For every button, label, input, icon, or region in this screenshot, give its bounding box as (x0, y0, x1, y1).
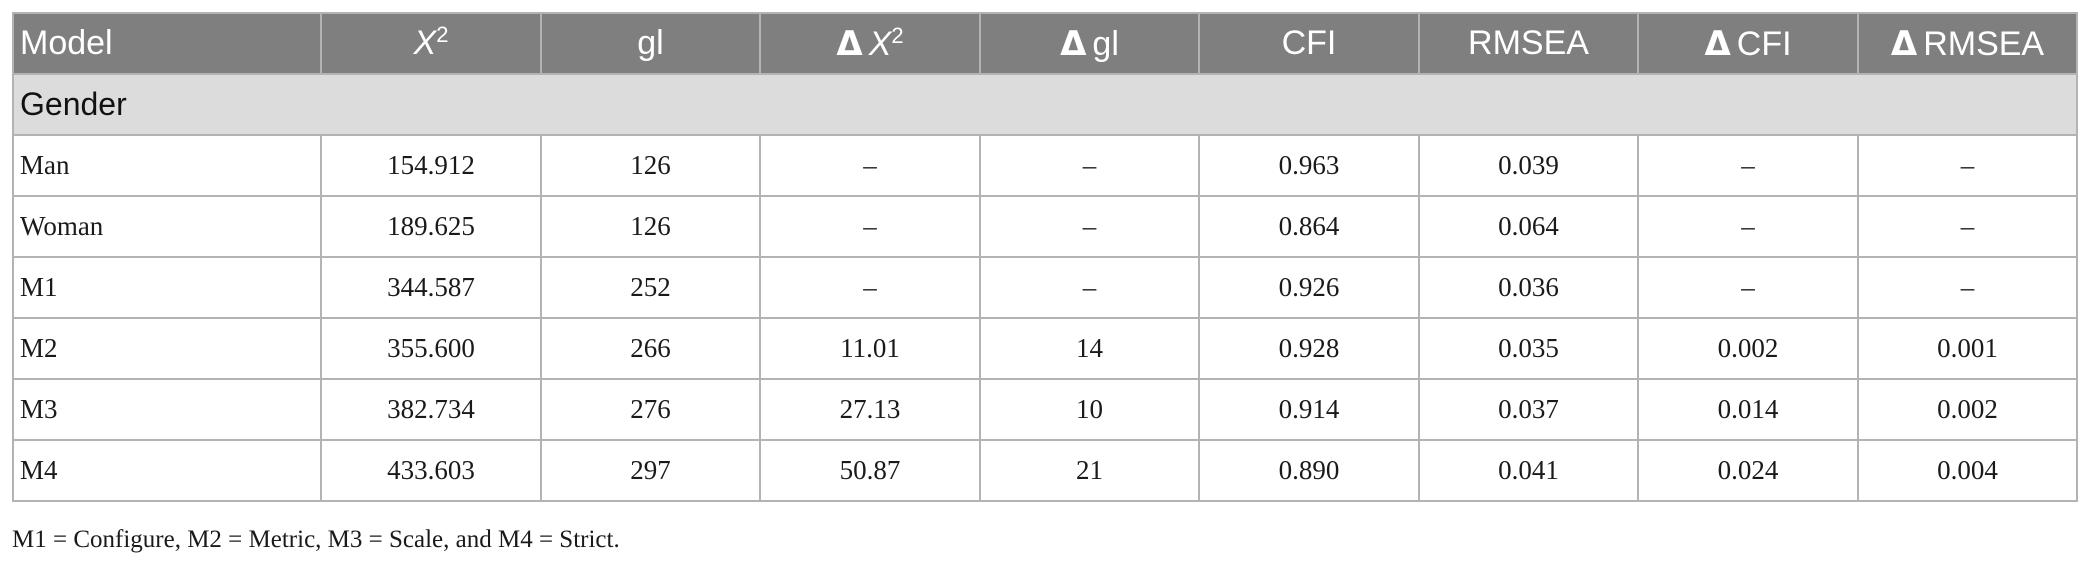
table-footnote: M1 = Configure, M2 = Metric, M3 = Scale,… (12, 526, 620, 553)
table-row: M2 355.600 266 11.01 14 0.928 0.035 0.00… (12, 317, 2078, 380)
header-model: Model (12, 12, 322, 75)
header-rmsea: RMSEA (1418, 12, 1639, 75)
header-delta-rmsea-symbol: Δ (1890, 23, 1918, 64)
header-chi-square-base: X (413, 24, 437, 62)
cell-delta-gl: 21 (979, 439, 1200, 502)
cell-delta-rmsea: 0.001 (1857, 317, 2078, 380)
cell-chi-square: 433.603 (320, 439, 542, 502)
cell-delta-cfi: – (1637, 195, 1859, 258)
table-row: Woman 189.625 126 – – 0.864 0.064 – – (12, 195, 2078, 258)
header-delta-cfi-symbol: Δ (1704, 23, 1731, 64)
cell-delta-chi-square: 27.13 (759, 378, 981, 441)
cell-delta-gl: – (979, 134, 1200, 197)
cell-chi-square: 382.734 (320, 378, 542, 441)
cell-delta-rmsea: 0.002 (1857, 378, 2078, 441)
cell-delta-rmsea: – (1857, 256, 2078, 319)
cell-delta-chi-square: – (759, 134, 981, 197)
header-cfi: CFI (1198, 12, 1420, 75)
cell-rmsea: 0.064 (1418, 195, 1639, 258)
header-delta-cfi-label: CFI (1736, 24, 1792, 63)
cell-model: M4 (12, 439, 322, 502)
cell-delta-gl: – (979, 256, 1200, 319)
header-delta-chi-square: Δ X2 (759, 12, 981, 75)
cell-gl: 252 (540, 256, 761, 319)
header-model-label: Model (20, 24, 113, 62)
cell-gl: 126 (540, 134, 761, 197)
header-delta-rmsea: Δ RMSEA (1857, 12, 2078, 75)
header-chi-square-sup: 2 (436, 22, 449, 47)
cell-cfi: 0.890 (1198, 439, 1420, 502)
cell-delta-gl: 10 (979, 378, 1200, 441)
cell-delta-gl: – (979, 195, 1200, 258)
cell-model: Man (12, 134, 322, 197)
cell-model: Woman (12, 195, 322, 258)
cell-rmsea: 0.036 (1418, 256, 1639, 319)
header-delta-chi-square-symbol: Δ (836, 23, 863, 64)
cell-delta-rmsea: 0.004 (1857, 439, 2078, 502)
table-row: Man 154.912 126 – – 0.963 0.039 – – (12, 134, 2078, 197)
header-delta-chi-square-base: X (868, 24, 892, 63)
cell-delta-chi-square: – (759, 195, 981, 258)
cell-delta-chi-square: 50.87 (759, 439, 981, 502)
header-delta-rmsea-label: RMSEA (1923, 24, 2045, 63)
cell-gl: 276 (540, 378, 761, 441)
cell-delta-cfi: 0.014 (1637, 378, 1859, 441)
header-cfi-label: CFI (1281, 24, 1337, 62)
cell-model: M1 (12, 256, 322, 319)
header-gl-label: gl (637, 24, 664, 62)
cell-rmsea: 0.041 (1418, 439, 1639, 502)
cell-delta-cfi: – (1637, 134, 1859, 197)
cell-chi-square: 344.587 (320, 256, 542, 319)
cell-delta-cfi: 0.002 (1637, 317, 1859, 380)
header-rmsea-label: RMSEA (1468, 24, 1589, 62)
header-delta-chi-square-sup: 2 (891, 22, 904, 48)
header-chi-square: X2 (320, 12, 542, 75)
table-row: M1 344.587 252 – – 0.926 0.036 – – (12, 256, 2078, 319)
cell-cfi: 0.864 (1198, 195, 1420, 258)
header-delta-gl-symbol: Δ (1060, 23, 1087, 64)
cell-rmsea: 0.037 (1418, 378, 1639, 441)
cell-gl: 266 (540, 317, 761, 380)
cell-delta-cfi: 0.024 (1637, 439, 1859, 502)
header-gl: gl (540, 12, 761, 75)
cell-delta-rmsea: – (1857, 195, 2078, 258)
cell-delta-chi-square: – (759, 256, 981, 319)
cell-delta-cfi: – (1637, 256, 1859, 319)
table-row: M4 433.603 297 50.87 21 0.890 0.041 0.02… (12, 439, 2078, 502)
table-row: M3 382.734 276 27.13 10 0.914 0.037 0.01… (12, 378, 2078, 441)
header-delta-cfi: Δ CFI (1637, 12, 1859, 75)
cell-rmsea: 0.039 (1418, 134, 1639, 197)
cell-model: M3 (12, 378, 322, 441)
cell-delta-gl: 14 (979, 317, 1200, 380)
cell-cfi: 0.928 (1198, 317, 1420, 380)
cell-delta-chi-square: 11.01 (759, 317, 981, 380)
group-row: Gender (12, 73, 2078, 136)
cell-cfi: 0.963 (1198, 134, 1420, 197)
cell-cfi: 0.926 (1198, 256, 1420, 319)
cell-chi-square: 355.600 (320, 317, 542, 380)
cell-cfi: 0.914 (1198, 378, 1420, 441)
group-label: Gender (12, 73, 2078, 136)
header-delta-gl-label: gl (1092, 24, 1119, 63)
cell-chi-square: 189.625 (320, 195, 542, 258)
cell-model: M2 (12, 317, 322, 380)
cell-rmsea: 0.035 (1418, 317, 1639, 380)
cell-chi-square: 154.912 (320, 134, 542, 197)
cell-gl: 297 (540, 439, 761, 502)
cell-gl: 126 (540, 195, 761, 258)
cell-delta-rmsea: – (1857, 134, 2078, 197)
